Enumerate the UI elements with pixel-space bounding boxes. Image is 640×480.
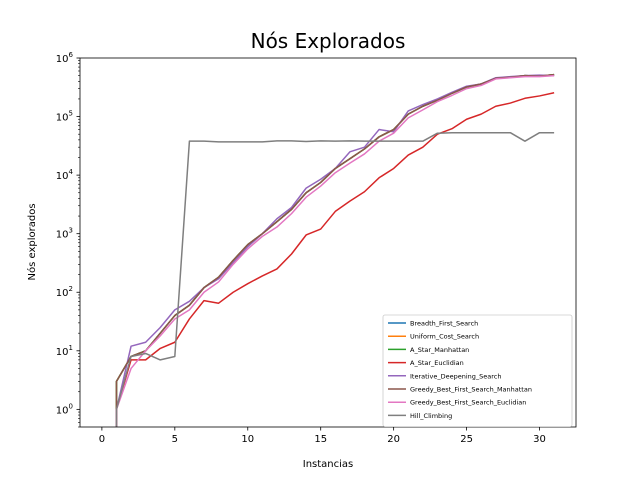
x-tick-label: 5 [172, 434, 178, 445]
legend-label: Greedy_Best_First_Search_Manhattan [410, 386, 532, 394]
series-line-7 [115, 131, 555, 427]
x-tick-label: 15 [314, 434, 327, 445]
legend-label: Greedy_Best_First_Search_Euclidian [410, 399, 526, 407]
x-tick-label: 30 [533, 434, 546, 445]
y-tick-label: 104 [56, 168, 74, 182]
x-tick-label: 10 [241, 434, 254, 445]
x-tick-label: 0 [99, 434, 105, 445]
plot-lines [115, 73, 555, 427]
legend-label: Iterative_Deepening_Search [410, 372, 501, 380]
series-line-3 [115, 92, 555, 427]
y-axis-ticks: 100 101 102 103 104 105 106 [56, 51, 80, 428]
x-axis-title: Instancias [303, 459, 354, 470]
legend-label: A_Star_Euclidian [410, 359, 464, 367]
y-tick-label: 102 [56, 285, 73, 299]
y-tick-label: 100 [56, 402, 73, 416]
y-tick-label: 105 [56, 110, 73, 124]
y-tick-label: 101 [56, 344, 73, 358]
legend-label: Breadth_First_Search [410, 320, 478, 328]
x-tick-label: 20 [387, 434, 400, 445]
y-axis-title: Nós explorados [26, 203, 38, 280]
legend: Breadth_First_Search Uniform_Cost_Search A… [382, 314, 573, 427]
y-tick-label: 106 [56, 51, 74, 65]
legend-label: A_Star_Manhattan [410, 346, 469, 354]
y-tick-label: 103 [56, 227, 73, 241]
legend-label: Hill_Climbing [410, 412, 452, 420]
x-axis-ticks: 0 5 10 15 20 25 30 [99, 427, 546, 445]
chart-title: Nós Explorados [251, 29, 406, 53]
legend-label: Uniform_Cost_Search [410, 333, 479, 341]
x-tick-label: 25 [460, 434, 473, 445]
legend-box [382, 314, 573, 427]
